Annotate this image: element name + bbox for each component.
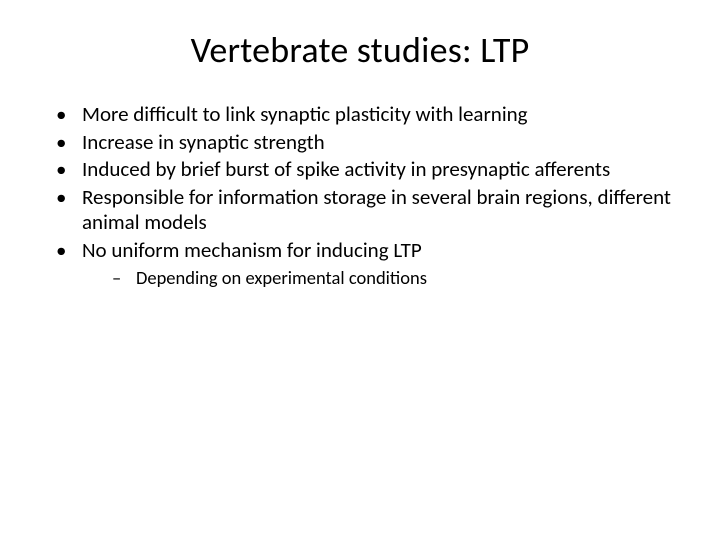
slide: Vertebrate studies: LTP More difficult t…	[0, 0, 720, 540]
list-item: No uniform mechanism for inducing LTP De…	[56, 238, 680, 289]
sub-list-item: Depending on experimental conditions	[112, 267, 680, 290]
sub-bullet-text: Depending on experimental conditions	[136, 266, 427, 289]
list-item: More difficult to link synaptic plastici…	[56, 102, 680, 128]
list-item: Induced by brief burst of spike activity…	[56, 157, 680, 183]
sub-bullet-list: Depending on experimental conditions	[82, 267, 680, 290]
bullet-text: More difficult to link synaptic plastici…	[82, 101, 528, 127]
slide-title: Vertebrate studies: LTP	[40, 28, 680, 72]
bullet-text: Responsible for information storage in s…	[82, 184, 671, 236]
list-item: Responsible for information storage in s…	[56, 185, 680, 236]
bullet-text: Induced by brief burst of spike activity…	[82, 156, 610, 182]
bullet-text: No uniform mechanism for inducing LTP	[82, 237, 422, 263]
bullet-list: More difficult to link synaptic plastici…	[40, 102, 680, 289]
list-item: Increase in synaptic strength	[56, 130, 680, 156]
bullet-text: Increase in synaptic strength	[82, 129, 325, 155]
